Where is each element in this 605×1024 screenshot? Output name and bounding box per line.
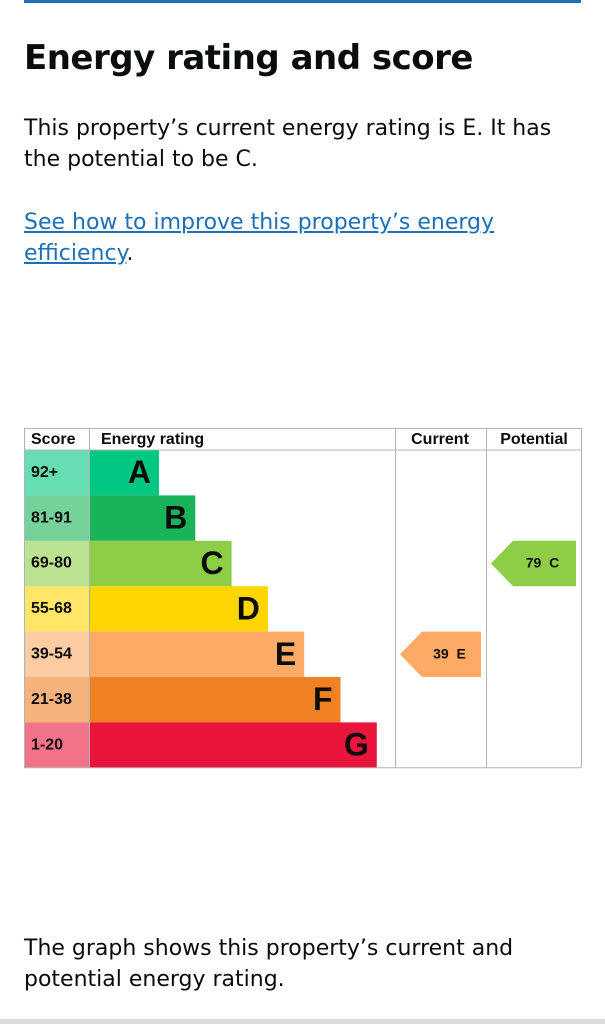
rating-bar: [89, 722, 377, 768]
score-cell: [24, 495, 89, 541]
rating-bar: [89, 450, 159, 496]
current-arrow-shape: [400, 631, 481, 677]
rating-letter: C: [200, 545, 223, 581]
potential-rating: C: [549, 554, 559, 570]
current-arrow: 39 E: [400, 631, 481, 677]
link-suffix: .: [126, 241, 134, 266]
column-header: Current: [411, 431, 469, 448]
footer-text: The graph shows this property’s current …: [24, 936, 514, 992]
top-rule: [24, 0, 581, 3]
rating-bar: [89, 540, 232, 587]
score-range: 21-38: [31, 691, 72, 708]
improve-paragraph: See how to improve this property’s energ…: [24, 207, 504, 269]
score-range: 81-91: [31, 509, 72, 526]
score-range: 1-20: [31, 736, 63, 753]
column-header: Score: [31, 431, 76, 448]
score-cell: [24, 586, 89, 632]
score-range: 55-68: [31, 600, 72, 617]
score-cell: [24, 450, 89, 496]
rating-letter: E: [275, 636, 296, 672]
potential-arrow: 79 C: [491, 540, 576, 587]
score-range: 69-80: [31, 555, 72, 572]
rating-letter: F: [313, 681, 333, 717]
current-label: 39 E: [433, 645, 466, 661]
rating-letter: G: [344, 727, 369, 763]
potential-score: 79: [526, 554, 542, 570]
score-range: 92+: [31, 464, 58, 481]
rating-letter: B: [164, 500, 187, 536]
score-cell: [24, 677, 89, 723]
current-rating: E: [457, 645, 466, 661]
score-range: 39-54: [31, 646, 72, 663]
potential-arrow-shape: [491, 540, 576, 587]
score-cell: [24, 631, 89, 677]
rating-bar: [89, 586, 268, 632]
page-title: Energy rating and score: [24, 38, 474, 78]
rating-letter: D: [237, 590, 260, 626]
intro-text: This property’s current energy rating is…: [24, 116, 552, 172]
column-header: Energy rating: [101, 431, 204, 448]
rating-bar: [89, 631, 305, 677]
rating-letter: A: [128, 454, 151, 490]
score-cell: [24, 722, 89, 768]
rating-bar: [89, 677, 341, 723]
improve-link[interactable]: See how to improve this property’s energ…: [24, 210, 494, 266]
bottom-rule: [0, 1019, 605, 1024]
column-header: Potential: [500, 431, 568, 448]
score-cell: [24, 540, 89, 587]
energy-chart: Score Energy rating Current Potential 92+ A 81…: [24, 428, 582, 769]
current-score: 39: [433, 645, 449, 661]
rating-bar: [89, 495, 196, 541]
potential-label: 79 C: [526, 554, 559, 570]
